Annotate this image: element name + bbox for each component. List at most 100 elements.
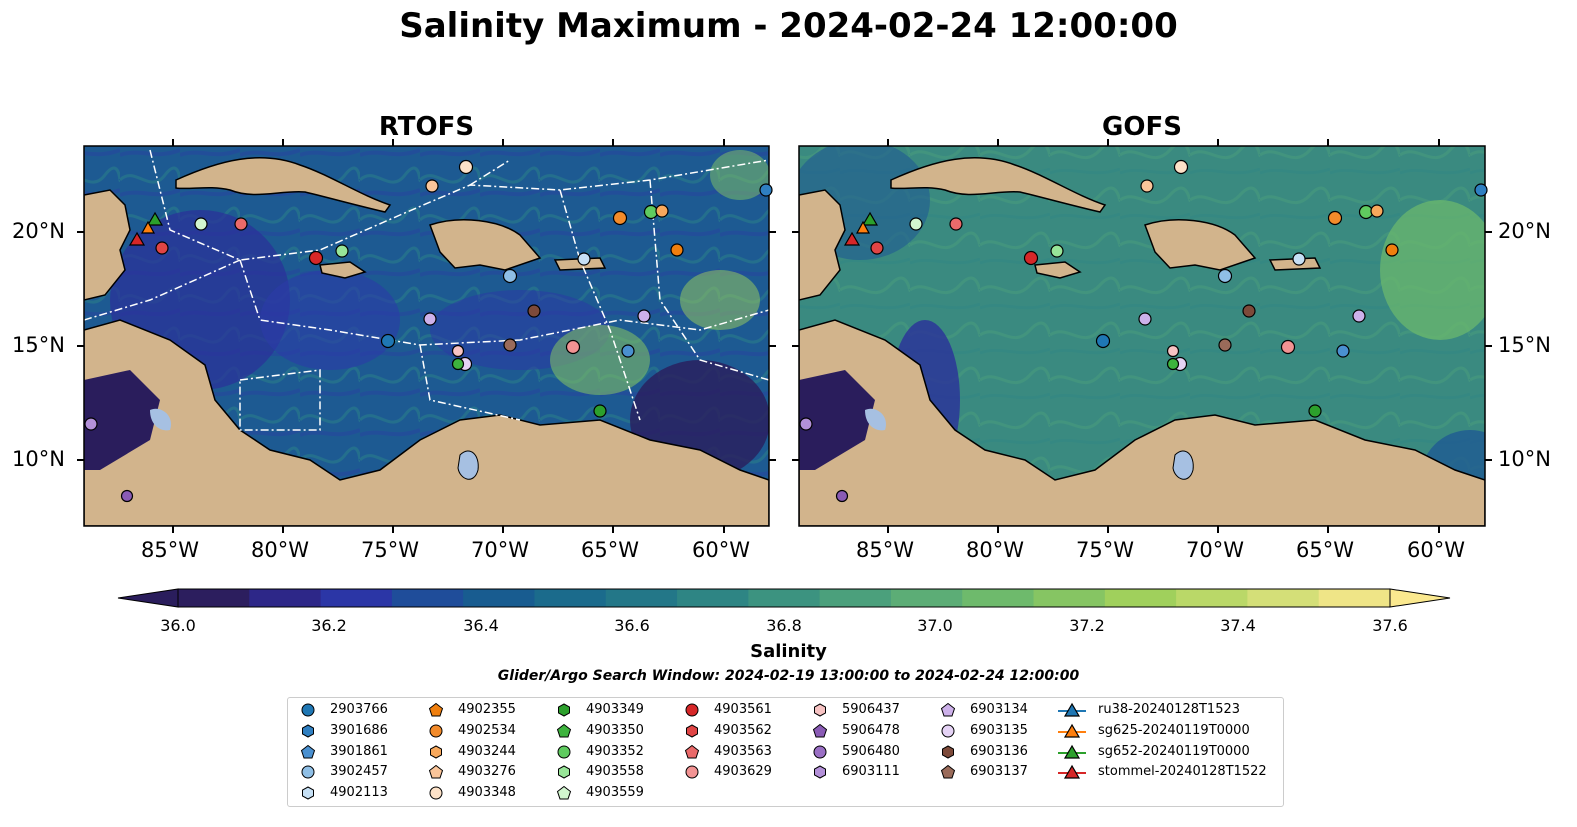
- marker: [1370, 204, 1384, 218]
- lat-tick-label: 15°N: [12, 333, 65, 357]
- marker: [84, 417, 98, 431]
- colorbar-bin: [463, 589, 535, 607]
- legend-label: sg652-20240119T0000: [1098, 743, 1250, 759]
- lat-tick-label: 20°N: [1498, 219, 1551, 243]
- marker: [577, 252, 591, 266]
- legend-label: 6903136: [970, 743, 1028, 759]
- marker: [1474, 183, 1488, 197]
- legend-label: 6903137: [970, 764, 1028, 780]
- marker: [1218, 338, 1232, 352]
- colorbar-bin: [605, 589, 678, 607]
- legend-label: 4903244: [458, 743, 516, 759]
- marker: [423, 312, 437, 326]
- circle-marker-icon: [685, 703, 699, 717]
- marker: [1292, 252, 1306, 266]
- legend: 2903766 3901686 3901861 3902457 4902113 49023…: [287, 697, 1284, 807]
- legend-label: 6903134: [970, 702, 1028, 717]
- search-window-text: Glider/Argo Search Window: 2024-02-19 13…: [497, 668, 1080, 684]
- legend-label: sg625-20240119T0000: [1098, 722, 1250, 738]
- marker: [1352, 309, 1366, 323]
- colorbar-max-extension: [1389, 588, 1451, 608]
- colorbar-tick-label: 36.0: [160, 616, 196, 635]
- legend-label: 5906437: [842, 702, 900, 717]
- colorbar-bin: [1033, 589, 1106, 607]
- circle-marker-icon: [557, 745, 571, 759]
- hexagon-marker-icon: [302, 724, 314, 738]
- legend-label: 6903111: [842, 764, 900, 780]
- map-panels: [77, 139, 1492, 533]
- pentagon-marker-icon: [940, 765, 956, 779]
- colorbar-tick-label: 36.2: [311, 616, 347, 635]
- marker: [1166, 344, 1180, 358]
- colorbar-min-extension: [117, 588, 179, 608]
- legend-label: 4903563: [714, 743, 772, 759]
- pentagon-marker-icon: [684, 744, 700, 759]
- marker: [759, 183, 773, 197]
- marker: [458, 159, 474, 175]
- marker: [194, 217, 208, 231]
- circle-marker-icon: [301, 703, 315, 717]
- marker: [855, 220, 871, 234]
- lon-tick-label: 65°W: [581, 538, 639, 562]
- colorbar-tick-label: 36.6: [614, 616, 650, 635]
- legend-label: 4903559: [586, 785, 644, 801]
- colorbar-bin: [962, 589, 1035, 607]
- marker: [621, 344, 635, 358]
- triangle-marker-icon: [1058, 765, 1086, 779]
- marker: [502, 268, 518, 284]
- colorbar-bin: [178, 589, 250, 607]
- rtofs-land: [84, 157, 769, 526]
- pentagon-marker-icon: [812, 723, 828, 738]
- marker: [835, 489, 849, 503]
- eez-boundaries: [84, 149, 769, 431]
- colorbar-tick-label: 36.4: [463, 616, 499, 635]
- circle-marker-icon: [941, 724, 955, 738]
- panel-title-gofs: GOFS: [1102, 112, 1182, 142]
- rtofs-frame: [83, 145, 770, 527]
- marker: [380, 333, 396, 349]
- gofs-land: [799, 157, 1485, 526]
- colorbar-bin: [677, 589, 749, 607]
- colorbar-bin: [819, 589, 892, 607]
- hexagon-marker-icon: [942, 745, 954, 759]
- lat-tick-label: 10°N: [12, 447, 65, 471]
- marker: [503, 338, 517, 352]
- legend-label: 6903135: [970, 722, 1028, 738]
- colorbar-bin: [748, 589, 821, 607]
- marker: [593, 404, 607, 418]
- marker: [565, 339, 581, 355]
- legend-label: stommel-20240128T1522: [1098, 764, 1267, 780]
- hexagon-marker-icon: [302, 786, 314, 800]
- pentagon-marker-icon: [940, 702, 956, 717]
- legend-label: 3902457: [330, 764, 388, 780]
- hexagon-marker-icon: [430, 745, 442, 759]
- circle-marker-icon: [429, 786, 443, 800]
- lon-tick-label: 60°W: [692, 538, 750, 562]
- lon-tick-label: 60°W: [1407, 538, 1465, 562]
- lon-tick-label: 75°W: [1076, 538, 1134, 562]
- legend-label: 4903558: [586, 764, 644, 780]
- colorbar-tick-label: 37.0: [917, 616, 953, 635]
- legend-label: 4903561: [714, 702, 772, 717]
- panel-title-rtofs: RTOFS: [378, 112, 475, 142]
- circle-marker-icon: [429, 724, 443, 738]
- legend-label: 2903766: [330, 702, 388, 717]
- marker: [861, 211, 879, 226]
- colorbar-tick-label: 37.6: [1372, 616, 1408, 635]
- axis-ticks: [77, 139, 1492, 533]
- legend-label: ru38-20240128T1523: [1098, 702, 1241, 717]
- marker: [1336, 344, 1350, 358]
- pentagon-marker-icon: [428, 765, 444, 779]
- pentagon-marker-icon: [428, 702, 444, 717]
- marker: [335, 244, 349, 258]
- colorbar-bin: [1176, 589, 1248, 607]
- colorbar-bin: [1104, 589, 1177, 607]
- lon-tick-label: 80°W: [251, 538, 309, 562]
- marker: [612, 210, 628, 226]
- marker: [155, 241, 169, 255]
- marker: [949, 217, 963, 231]
- marker: [909, 217, 923, 231]
- marker: [146, 211, 164, 226]
- marker: [234, 217, 248, 231]
- marker: [637, 309, 651, 323]
